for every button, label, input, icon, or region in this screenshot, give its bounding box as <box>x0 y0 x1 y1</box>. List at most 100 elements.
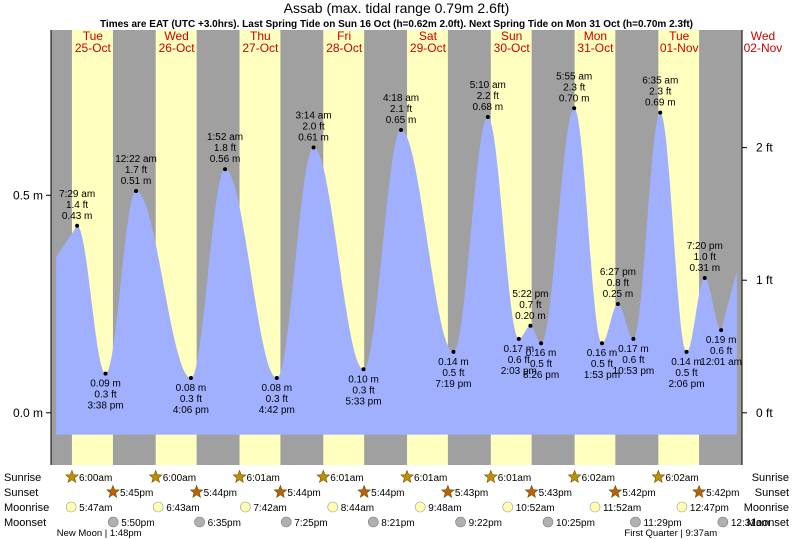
tide-m-label: 0.16 m <box>587 348 618 359</box>
tide-time-label: 4:18 am <box>383 93 419 104</box>
tide-m-label: 0.10 m <box>348 374 379 385</box>
sun-moon-table: Sunrise Sunrise Sunset Sunset Moonrise Moonri… <box>4 469 789 539</box>
tide-time-label: 4:06 pm <box>173 405 209 416</box>
tide-ft-label: 2.2 ft <box>477 91 499 102</box>
tide-ft-label: 0.5 ft <box>675 368 697 379</box>
tide-m-label: 0.69 m <box>645 98 676 109</box>
tide-point <box>311 145 316 150</box>
moonrise-icon <box>589 501 601 513</box>
tide-m-label: 0.65 m <box>386 115 417 126</box>
tide-ft-label: 2.0 ft <box>302 121 324 132</box>
sunset-star-icon <box>692 484 707 498</box>
sunrise-time: 6:01am <box>247 473 280 484</box>
moonrise-icon <box>327 501 339 513</box>
sunset-star-icon <box>273 484 288 498</box>
tide-ft-label: 2.1 ft <box>390 104 412 115</box>
tide-ft-label: 1.7 ft <box>125 165 147 176</box>
tide-point <box>702 275 707 280</box>
moonrise-time: 9:48am <box>428 503 461 514</box>
sunset-time: 5:44pm <box>287 488 320 499</box>
tide-ft-label: 2.3 ft <box>563 82 585 93</box>
tide-point <box>134 188 139 193</box>
tide-time-label: 5:33 pm <box>345 396 381 407</box>
tide-time-label: 2:03 pm <box>501 366 537 377</box>
tide-ft-label: 0.3 ft <box>180 394 202 405</box>
sunset-star-icon <box>524 484 539 498</box>
moonset-time: 5:50pm <box>121 518 154 529</box>
moonset-icon <box>630 516 641 528</box>
moonset-icon <box>367 516 379 528</box>
row-label-right: Moonset <box>747 517 789 529</box>
row-label-right: Sunrise <box>752 472 789 484</box>
tide-point <box>516 336 521 341</box>
sunrise-star-icon <box>316 469 331 483</box>
sunset-star-icon <box>189 484 204 498</box>
sunset-time: 5:42pm <box>622 488 655 499</box>
tide-time-label: 3:14 am <box>295 110 331 121</box>
tide-m-label: 0.08 m <box>176 383 207 394</box>
sunrise-time: 6:02am <box>582 473 615 484</box>
moon-phase-label: First Quarter | 9:37am <box>624 528 717 539</box>
tide-time-label: 12:22 am <box>115 154 157 165</box>
moonset-icon <box>107 516 119 528</box>
day-name-label: Fri <box>337 29 351 43</box>
day-date-label: 26-Oct <box>159 41 196 55</box>
tide-point <box>274 376 279 380</box>
sunset-time: 5:45pm <box>120 488 153 499</box>
moonset-time: 11:29pm <box>643 518 681 529</box>
sunrise-star-icon <box>148 469 163 483</box>
day-date-label: 30-Oct <box>494 41 531 55</box>
tide-time-label: 8:26 pm <box>523 370 559 381</box>
y-right-tick-label: 0 ft <box>756 406 773 420</box>
sunset-star-icon <box>106 484 120 498</box>
sunrise-time: 6:01am <box>414 473 447 484</box>
day-name-label: Thu <box>250 29 271 43</box>
tide-m-label: 0.56 m <box>210 154 241 165</box>
moonrise-icon <box>414 501 426 513</box>
moonset-time: 9:22pm <box>469 518 502 529</box>
tide-point <box>631 336 636 341</box>
tide-point <box>615 302 620 307</box>
tide-point <box>75 223 80 228</box>
moonset-time: 12:31am <box>731 518 770 529</box>
tide-point <box>658 110 663 115</box>
sunrise-star-icon <box>232 469 247 483</box>
row-label-left: Sunrise <box>4 472 41 484</box>
sunset-time: 5:44pm <box>371 488 404 499</box>
sunrise-star-icon <box>483 469 498 483</box>
sunset-star-icon <box>608 484 623 498</box>
tide-point <box>223 167 228 172</box>
day-name-label: Wed <box>164 29 188 43</box>
y-left-tick-label: 0.5 m <box>13 188 43 202</box>
tide-ft-label: 0.6 ft <box>622 355 644 366</box>
moonrise-time: 10:52am <box>516 503 555 514</box>
sunset-time: 5:44pm <box>204 488 237 499</box>
sunrise-star-icon <box>567 469 582 483</box>
sunrise-star-icon <box>65 469 79 483</box>
tide-point <box>528 323 533 328</box>
tide-point <box>188 376 193 380</box>
tide-m-label: 0.14 m <box>671 357 702 368</box>
row-label-left: Sunset <box>4 487 38 499</box>
day-date-label: 29-Oct <box>410 41 447 55</box>
tide-point <box>451 349 456 354</box>
moonrise-time: 5:47am <box>79 503 112 514</box>
moonrise-time: 7:42am <box>253 503 286 514</box>
tide-point <box>103 371 108 376</box>
sunrise-time: 6:01am <box>330 473 363 484</box>
tide-m-label: 0.20 m <box>515 311 546 322</box>
tide-m-label: 0.51 m <box>121 176 152 187</box>
moonset-time: 10:25pm <box>556 518 595 529</box>
moonrise-icon <box>240 501 251 513</box>
tide-time-label: 5:10 am <box>470 80 506 91</box>
sunset-time: 5:42pm <box>706 488 739 499</box>
tide-m-label: 0.25 m <box>603 289 634 300</box>
tide-time-label: 4:42 pm <box>259 405 295 416</box>
tide-m-label: 0.68 m <box>473 102 504 113</box>
y-right-tick-label: 2 ft <box>756 141 773 155</box>
moonset-icon <box>455 516 466 528</box>
tide-ft-label: 0.5 ft <box>530 359 552 370</box>
moonrise-time: 11:52am <box>603 503 641 514</box>
tide-time-label: 7:29 am <box>59 189 95 200</box>
sunrise-star-icon <box>651 469 666 483</box>
